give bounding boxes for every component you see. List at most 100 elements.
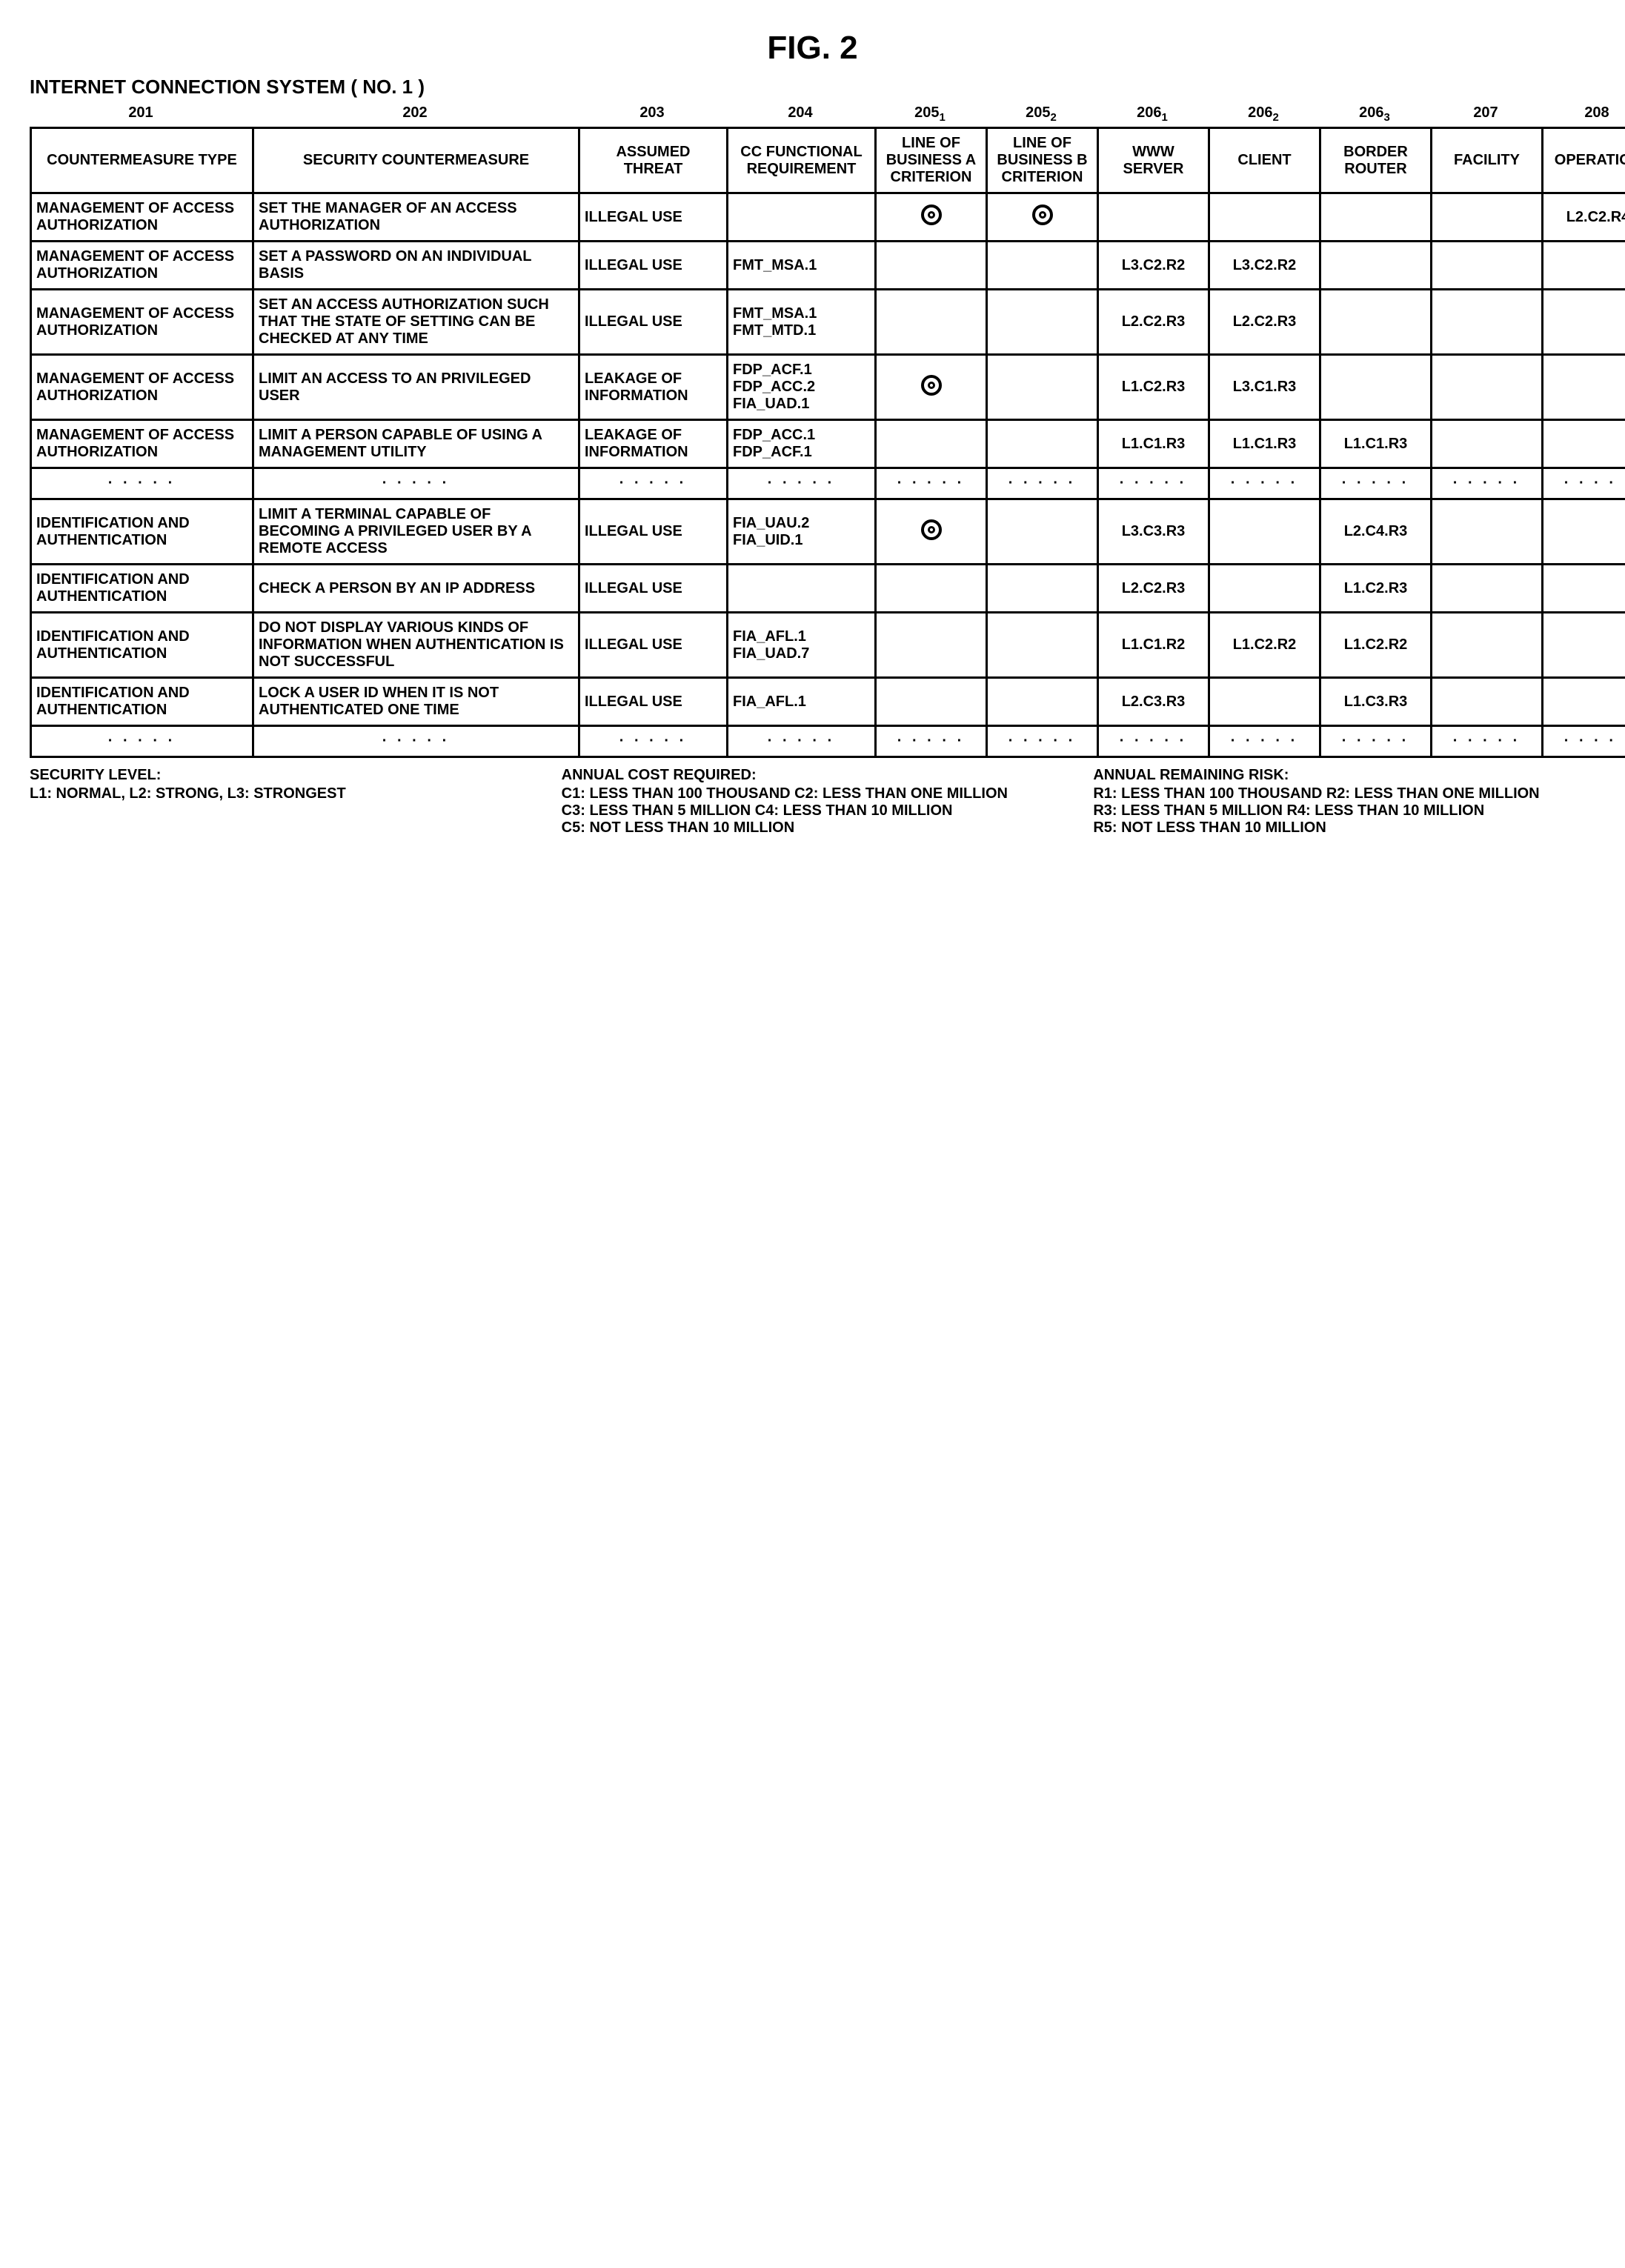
table-cell: [1543, 420, 1625, 468]
table-cell: ILLEGAL USE: [579, 613, 728, 678]
table-header-row: COUNTERMEASURE TYPESECURITY COUNTERMEASU…: [31, 128, 1625, 193]
table-cell: L3.C3.R3: [1098, 499, 1209, 565]
table-row: MANAGEMENT OF ACCESS AUTHORIZATIONSET AN…: [31, 290, 1625, 355]
table-cell: · · · · ·: [987, 726, 1098, 757]
column-number-label: 2063: [1319, 102, 1430, 127]
table-cell: · · · · ·: [1209, 726, 1320, 757]
table-row: MANAGEMENT OF ACCESS AUTHORIZATIONSET TH…: [31, 193, 1625, 242]
table-cell: [1432, 678, 1543, 726]
table-header-cell: LINE OF BUSINESS B CRITERION: [987, 128, 1098, 193]
table-cell: [987, 565, 1098, 613]
table-cell: · · · · ·: [728, 468, 876, 499]
table-cell: L3.C2.R2: [1098, 242, 1209, 290]
table-cell: [1543, 355, 1625, 420]
legend-cost-title: ANNUAL COST REQUIRED:: [562, 767, 1064, 784]
table-cell: MANAGEMENT OF ACCESS AUTHORIZATION: [31, 355, 253, 420]
table-cell: · · · · ·: [728, 726, 876, 757]
legend-line: C1: LESS THAN 100 THOUSAND C2: LESS THAN…: [562, 785, 1064, 802]
table-cell: [1320, 193, 1432, 242]
column-number-label: 2051: [874, 102, 986, 127]
table-cell: [1432, 420, 1543, 468]
column-number-label: 207: [1430, 102, 1541, 127]
table-cell: [1543, 613, 1625, 678]
table-cell: FMT_MSA.1FMT_MTD.1: [728, 290, 876, 355]
table-header-cell: SECURITY COUNTERMEASURE: [253, 128, 579, 193]
table-cell: [1432, 565, 1543, 613]
table-cell: FIA_UAU.2FIA_UID.1: [728, 499, 876, 565]
table-cell: [876, 613, 987, 678]
table-cell: · · · · ·: [253, 468, 579, 499]
table-cell: [1432, 499, 1543, 565]
table-cell: [1543, 290, 1625, 355]
legend-risk: ANNUAL REMAINING RISK: R1: LESS THAN 100…: [1093, 767, 1595, 837]
table-cell: [1209, 193, 1320, 242]
table-header-cell: CC FUNCTIONAL REQUIREMENT: [728, 128, 876, 193]
table-cell: ILLEGAL USE: [579, 499, 728, 565]
table-header-cell: ASSUMED THREAT: [579, 128, 728, 193]
table-header-cell: BORDER ROUTER: [1320, 128, 1432, 193]
table-row: IDENTIFICATION AND AUTHENTICATIONLIMIT A…: [31, 499, 1625, 565]
table-header-cell: COUNTERMEASURE TYPE: [31, 128, 253, 193]
table-cell: [987, 355, 1098, 420]
table-cell: SET A PASSWORD ON AN INDIVIDUAL BASIS: [253, 242, 579, 290]
table-cell: · · · · ·: [1098, 468, 1209, 499]
table-row: MANAGEMENT OF ACCESS AUTHORIZATIONLIMIT …: [31, 420, 1625, 468]
legend-risk-title: ANNUAL REMAINING RISK:: [1093, 767, 1595, 784]
table-cell: [876, 242, 987, 290]
table-row: · · · · ·· · · · ·· · · · ·· · · · ·· · …: [31, 726, 1625, 757]
table-cell: L1.C1.R3: [1098, 420, 1209, 468]
table-cell: L1.C1.R3: [1320, 420, 1432, 468]
table-cell: [876, 290, 987, 355]
table-cell: L2.C2.R3: [1098, 290, 1209, 355]
table-cell: L1.C2.R3: [1098, 355, 1209, 420]
legend-line: C3: LESS THAN 5 MILLION C4: LESS THAN 10…: [562, 802, 1064, 819]
table-cell: ILLEGAL USE: [579, 242, 728, 290]
table-cell: IDENTIFICATION AND AUTHENTICATION: [31, 678, 253, 726]
legend-security: SECURITY LEVEL: L1: NORMAL, L2: STRONG, …: [30, 767, 532, 837]
table-cell: [876, 565, 987, 613]
table-cell: LIMIT A TERMINAL CAPABLE OF BECOMING A P…: [253, 499, 579, 565]
table-cell: [1209, 565, 1320, 613]
table-cell: [1432, 242, 1543, 290]
column-number-label: 201: [30, 102, 252, 127]
table-cell: [876, 355, 987, 420]
column-number-label: 2061: [1097, 102, 1208, 127]
table-cell: · · · · ·: [1098, 726, 1209, 757]
table-row: MANAGEMENT OF ACCESS AUTHORIZATIONLIMIT …: [31, 355, 1625, 420]
column-number-label: 2062: [1208, 102, 1319, 127]
table-cell: [1543, 242, 1625, 290]
table-cell: LEAKAGE OF INFORMATION: [579, 355, 728, 420]
table-cell: · · · · ·: [1432, 468, 1543, 499]
table-cell: [987, 678, 1098, 726]
table-cell: L1.C1.R2: [1098, 613, 1209, 678]
double-circle-icon: [921, 519, 942, 540]
legend-security-body: L1: NORMAL, L2: STRONG, L3: STRONGEST: [30, 785, 532, 802]
table-cell: [987, 290, 1098, 355]
table-cell: [1320, 290, 1432, 355]
page-title: INTERNET CONNECTION SYSTEM ( NO. 1 ): [30, 76, 1595, 99]
table-cell: · · · · ·: [1320, 726, 1432, 757]
table-cell: IDENTIFICATION AND AUTHENTICATION: [31, 565, 253, 613]
double-circle-icon: [921, 204, 942, 225]
table-cell: ILLEGAL USE: [579, 565, 728, 613]
table-cell: [1543, 499, 1625, 565]
table-row: · · · · ·· · · · ·· · · · ·· · · · ·· · …: [31, 468, 1625, 499]
table-cell: [1209, 678, 1320, 726]
table-cell: · · · · ·: [31, 726, 253, 757]
table-cell: [1432, 290, 1543, 355]
table-row: IDENTIFICATION AND AUTHENTICATIONDO NOT …: [31, 613, 1625, 678]
legend-line: R1: LESS THAN 100 THOUSAND R2: LESS THAN…: [1093, 785, 1595, 802]
table-body: MANAGEMENT OF ACCESS AUTHORIZATIONSET TH…: [31, 193, 1625, 757]
table-cell: [987, 193, 1098, 242]
legend-security-title: SECURITY LEVEL:: [30, 767, 532, 784]
table-cell: L2.C4.R3: [1320, 499, 1432, 565]
column-number-label: 202: [252, 102, 578, 127]
table-cell: [876, 678, 987, 726]
table-header-cell: CLIENT: [1209, 128, 1320, 193]
table-cell: FMT_MSA.1: [728, 242, 876, 290]
table-cell: LEAKAGE OF INFORMATION: [579, 420, 728, 468]
table-cell: L2.C3.R3: [1098, 678, 1209, 726]
table-cell: · · · · ·: [876, 468, 987, 499]
column-number-label: 203: [578, 102, 726, 127]
table-cell: [1320, 355, 1432, 420]
